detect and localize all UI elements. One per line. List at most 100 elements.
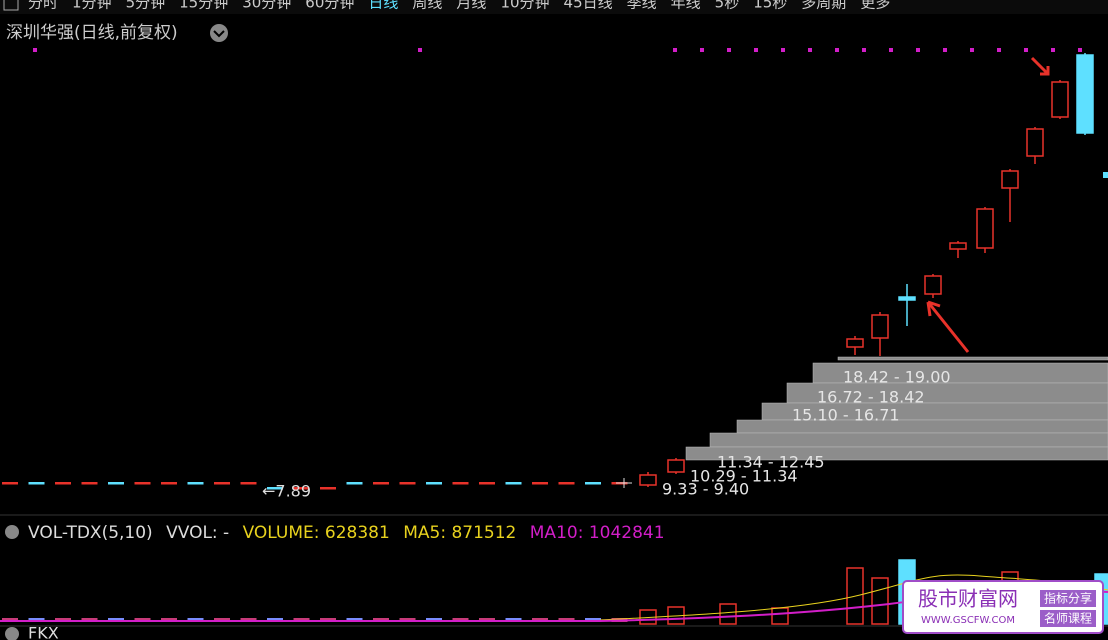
marker-dot <box>1078 48 1082 52</box>
vvol: VVOL: - <box>166 523 229 543</box>
candle <box>373 482 389 485</box>
candle <box>187 482 204 485</box>
marker-dot <box>1024 48 1028 52</box>
candle <box>28 482 45 485</box>
candle <box>55 482 71 485</box>
marker-dot <box>33 48 37 52</box>
chip-label: 9.33 - 9.40 <box>662 480 749 499</box>
candle <box>240 482 257 485</box>
tab[interactable]: 45日线 <box>564 0 613 12</box>
candle-body <box>667 459 685 473</box>
tab[interactable]: 5秒 <box>715 0 740 12</box>
indicator-button[interactable] <box>5 525 19 539</box>
candle <box>161 482 177 485</box>
chip-bar <box>685 446 1108 461</box>
chip-label: 18.42 - 19.00 <box>843 368 951 387</box>
candle-body <box>1001 170 1019 189</box>
candle <box>2 482 18 485</box>
tab[interactable]: 季线 <box>627 0 657 12</box>
tab[interactable]: 5分钟 <box>126 0 166 12</box>
candle-body <box>1026 128 1044 157</box>
candle <box>108 482 124 485</box>
tab[interactable]: 15秒 <box>753 0 787 12</box>
watermark: 股市财富网 WWW.GSCFW.COM 指标分享 名师课程 <box>902 580 1104 634</box>
ma10-value: MA10: 1042841 <box>530 523 665 543</box>
tag-box <box>1040 610 1096 627</box>
chip-label: 11.34 - 12.45 <box>717 453 825 472</box>
tab[interactable]: 多周期 <box>801 0 846 12</box>
tab[interactable]: 月线 <box>456 0 486 12</box>
tab[interactable]: 年线 <box>671 0 701 12</box>
candle <box>214 482 230 485</box>
tab[interactable]: 15分钟 <box>179 0 228 12</box>
marker-dot <box>862 48 866 52</box>
marker-dot <box>943 48 947 52</box>
candle-body <box>949 242 967 250</box>
candle-body <box>846 338 864 348</box>
marker-dot <box>1051 48 1055 52</box>
candle <box>426 482 442 485</box>
watermark-brand: 股市财富网 <box>918 587 1018 611</box>
candle-body <box>1076 54 1094 134</box>
candle-body <box>1103 172 1108 178</box>
volume-value: VOLUME: 628381 <box>243 523 390 543</box>
volume-header: VOL-TDX(5,10) VVOL: - VOLUME: 628381 MA5… <box>28 523 665 543</box>
candle <box>558 482 575 485</box>
candle <box>399 482 416 485</box>
candle-body <box>639 474 657 486</box>
chip-bar <box>837 356 1108 361</box>
marker-dot <box>418 48 422 52</box>
bottom-indicator: FKX <box>28 624 59 640</box>
watermark-url: WWW.GSCFW.COM <box>921 615 1015 626</box>
volume-name: VOL-TDX(5,10) <box>28 523 153 543</box>
candle <box>267 487 283 490</box>
marker-dot <box>916 48 920 52</box>
dropdown-arrow <box>213 30 225 38</box>
tab[interactable]: 1分钟 <box>72 0 112 12</box>
tab[interactable]: 周线 <box>412 0 442 12</box>
dropdown-button[interactable] <box>210 24 228 42</box>
candle <box>585 482 601 485</box>
marker-dot <box>835 48 839 52</box>
marker-dot <box>808 48 812 52</box>
candle <box>81 482 98 485</box>
candle-body <box>924 275 942 295</box>
candle <box>505 482 522 485</box>
chip-bar <box>709 432 1108 448</box>
tag-box <box>1040 590 1096 607</box>
marker-dot <box>970 48 974 52</box>
candle <box>320 487 336 490</box>
ma5-value: MA5: 871512 <box>403 523 516 543</box>
marker-dot <box>754 48 758 52</box>
tab[interactable]: 60分钟 <box>305 0 354 12</box>
marker-dot <box>781 48 785 52</box>
chip-label: 10.29 - 11.34 <box>690 467 798 486</box>
tab[interactable]: 10分钟 <box>500 0 549 12</box>
toolbar-icon <box>3 0 19 11</box>
tab[interactable]: 更多 <box>860 0 890 12</box>
indicator-button[interactable] <box>5 627 19 640</box>
tab[interactable]: 分时 <box>28 0 58 12</box>
chart-title: 深圳华强(日线,前复权) <box>6 23 178 43</box>
marker-dot <box>673 48 677 52</box>
candle-body <box>976 208 994 249</box>
candle-body <box>898 296 916 301</box>
arrow <box>926 300 970 353</box>
candle-body <box>1051 81 1069 118</box>
marker-dot <box>700 48 704 52</box>
toolbar <box>0 0 1108 14</box>
tag[interactable]: 名师课程 <box>1044 611 1092 626</box>
candle <box>452 482 469 485</box>
candle-body <box>871 314 889 339</box>
low-label: ←7.89 <box>262 482 311 501</box>
tab[interactable]: 30分钟 <box>242 0 291 12</box>
volume-bar <box>871 577 889 625</box>
volume-bar <box>719 603 737 625</box>
tag[interactable]: 指标分享 <box>1044 591 1092 606</box>
chip-label: 15.10 - 16.71 <box>792 406 900 425</box>
candle <box>479 482 495 485</box>
arrow <box>1030 56 1050 76</box>
candle <box>134 482 151 485</box>
tab[interactable]: 日线 <box>368 0 398 12</box>
